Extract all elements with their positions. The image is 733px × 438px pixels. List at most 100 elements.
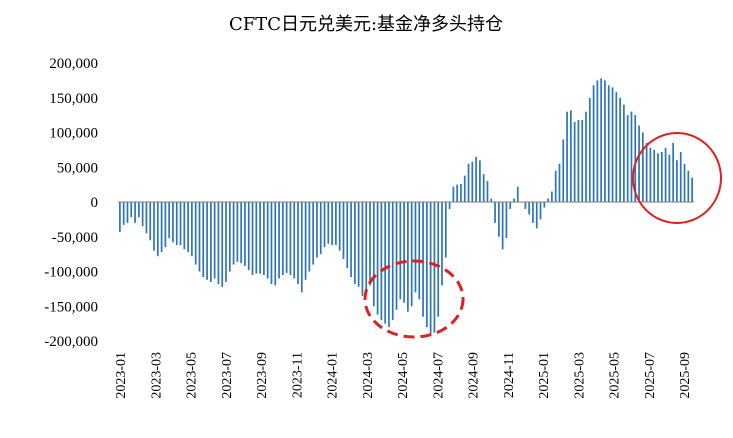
bar xyxy=(645,142,648,202)
bar xyxy=(649,147,652,202)
bar xyxy=(213,202,216,279)
dashed-highlight-ellipse xyxy=(363,259,465,339)
bar xyxy=(353,202,356,285)
bar xyxy=(316,202,318,258)
x-tick-label: 2025-01 xyxy=(537,352,552,399)
bar xyxy=(422,202,424,317)
bar xyxy=(206,202,208,280)
bar xyxy=(437,202,440,317)
bar xyxy=(497,202,500,237)
bar xyxy=(668,154,671,202)
bar xyxy=(634,115,637,203)
bar xyxy=(263,202,265,275)
bar xyxy=(278,202,280,279)
bar xyxy=(183,202,186,250)
bar xyxy=(535,202,538,229)
bar xyxy=(141,202,144,227)
bar xyxy=(293,202,296,279)
bar xyxy=(429,202,432,335)
bar xyxy=(300,202,303,293)
bar xyxy=(623,104,625,202)
bar xyxy=(585,111,587,202)
bar xyxy=(588,97,591,202)
bar xyxy=(369,202,371,286)
x-tick-label: 2024-07 xyxy=(431,352,446,399)
bar xyxy=(285,202,288,273)
bar xyxy=(137,202,140,218)
bar xyxy=(418,202,421,300)
bar xyxy=(679,151,682,202)
bar xyxy=(577,119,580,202)
bar xyxy=(346,202,349,269)
bar xyxy=(524,202,527,209)
bar xyxy=(444,202,447,258)
bar xyxy=(153,202,155,251)
y-tick-label: 100,000 xyxy=(49,126,98,142)
bar-series xyxy=(119,78,693,335)
bar xyxy=(335,202,337,246)
bar xyxy=(664,147,667,202)
bar xyxy=(350,202,352,278)
bar xyxy=(513,198,515,202)
bar xyxy=(638,125,640,202)
bar xyxy=(467,163,470,202)
bar xyxy=(228,202,231,272)
bar xyxy=(270,202,273,285)
y-tick-label: -50,000 xyxy=(52,230,98,246)
bar xyxy=(388,202,390,328)
bar xyxy=(551,191,553,202)
bar xyxy=(657,153,659,202)
x-tick-label: 2025-05 xyxy=(608,352,623,399)
bar xyxy=(676,160,678,202)
bar xyxy=(319,202,322,255)
bar xyxy=(399,202,402,300)
bar xyxy=(539,202,542,220)
bar xyxy=(410,202,413,307)
bar xyxy=(232,202,235,265)
bar xyxy=(562,139,565,202)
bar xyxy=(308,202,311,272)
bar xyxy=(119,202,121,232)
y-tick-label: 50,000 xyxy=(57,160,98,176)
bar xyxy=(501,202,504,250)
bar xyxy=(573,122,576,202)
y-tick-label: 0 xyxy=(91,195,99,211)
bar xyxy=(479,160,481,202)
bar xyxy=(274,202,277,286)
bar xyxy=(187,202,189,253)
bar xyxy=(122,202,125,225)
bar xyxy=(391,202,394,321)
bar xyxy=(221,202,224,287)
bar xyxy=(247,202,250,271)
bar xyxy=(255,202,258,274)
x-tick-label: 2023-01 xyxy=(114,352,129,399)
bar xyxy=(641,132,644,202)
bar xyxy=(687,170,690,202)
bar xyxy=(592,85,595,202)
bar xyxy=(175,202,178,246)
bar xyxy=(414,202,417,293)
bar xyxy=(179,202,182,246)
bar xyxy=(547,198,549,202)
x-tick-label: 2025-07 xyxy=(643,352,658,399)
bar xyxy=(380,202,383,321)
bar xyxy=(463,175,466,202)
bar xyxy=(361,202,364,296)
bar xyxy=(407,202,409,312)
y-tick-label: 150,000 xyxy=(49,91,98,107)
bar xyxy=(528,202,531,215)
bar xyxy=(172,202,174,243)
bar xyxy=(164,202,167,248)
bar xyxy=(338,202,341,251)
bar xyxy=(327,202,330,244)
bar xyxy=(365,202,368,293)
bar xyxy=(297,202,299,285)
bar xyxy=(225,202,227,282)
bar xyxy=(194,202,197,265)
bar xyxy=(331,202,333,246)
x-tick-label: 2023-03 xyxy=(149,352,164,399)
x-tick-label: 2025-09 xyxy=(678,352,693,399)
bar xyxy=(441,202,443,286)
bar xyxy=(604,80,606,203)
